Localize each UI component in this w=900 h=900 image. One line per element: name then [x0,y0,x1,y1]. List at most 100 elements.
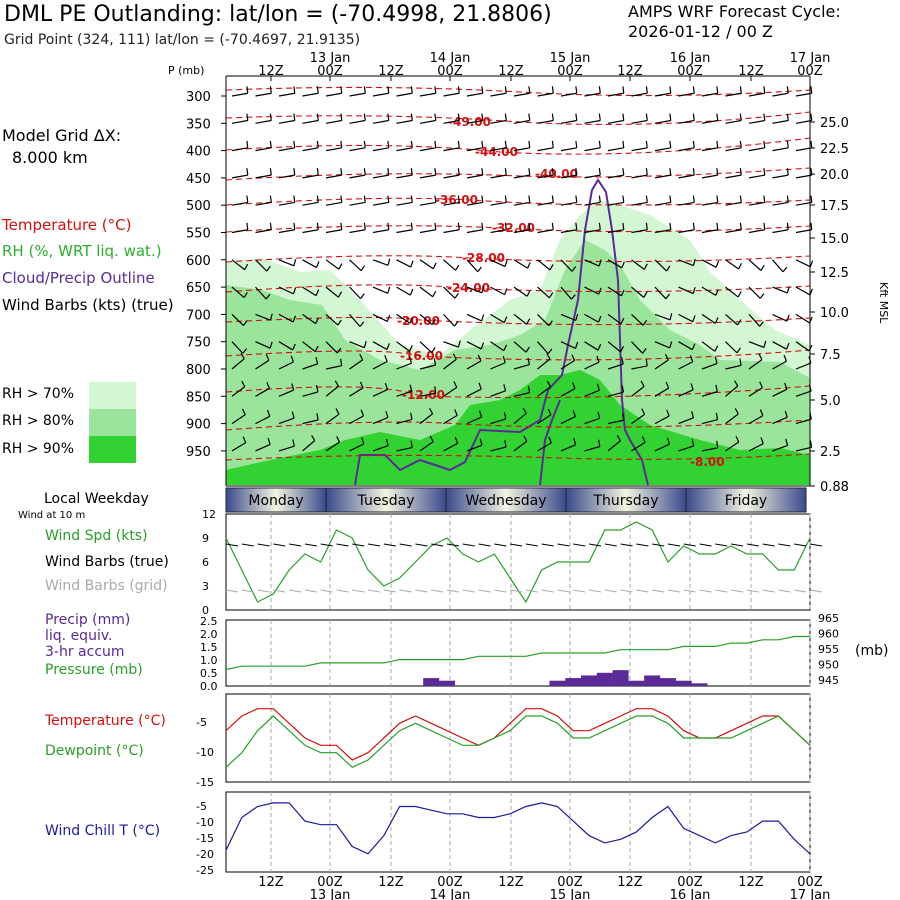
pressure-tick-label: 800 [186,363,211,378]
wind-barb [654,147,671,152]
wind-barb-flag [548,320,553,327]
wind-barb [654,313,671,321]
wind-barb [278,313,294,323]
wind-barb-10m [225,543,239,547]
time-hour-label: 12Z [498,64,524,79]
wind-barb-grid [573,589,586,593]
wind-barb [396,362,412,370]
wind-barb [325,174,342,179]
wind-barb-flag [384,383,389,390]
upper-wind-barbs [231,86,814,452]
wind-barb-flag [737,291,742,298]
wind-barb [466,201,483,206]
kft-axis: 25.0 22.5 20.0 17.5 15.0 12.5 10.0 7.5 5.0 2.5 0.8… [810,116,849,495]
wind-barb-flag [242,348,248,354]
wind-barb [584,119,601,124]
wind-barb [513,412,527,425]
wind-barb-flag [528,195,531,203]
wind-barb [631,313,644,326]
wind-barb [795,362,812,370]
wind-barb [537,174,554,179]
wind-barb-grid [652,589,665,593]
wind-barb [584,259,600,267]
wind-barb-flag [434,140,437,148]
wind-barb-grid [431,589,444,593]
wind-barb-flag [453,381,458,388]
wind-barb [560,341,576,350]
wind-barb [349,201,366,206]
wind-barb [278,259,295,267]
wind-barb-flag [690,383,694,390]
wind-barb [631,119,648,124]
wind-barb [795,259,811,268]
wind-barb-flag [528,222,531,230]
wind-barb-flag [691,411,695,419]
date-label: 15 Jan [550,888,591,900]
wind-barb-flag [546,353,551,360]
wind-barb [278,119,295,124]
wind-barb [349,341,365,349]
wind-barb-flag [453,320,459,327]
wind-barb [231,442,247,452]
rh70-swatch [89,382,136,409]
wind-barb-flag [547,348,553,354]
wind-speed-line [225,521,811,604]
wind-barb [513,201,530,206]
wind-barb [795,446,812,452]
time-hour-label: 12Z [378,64,404,79]
wind-barb [560,313,577,321]
wind-barb [349,147,366,152]
time-hour-label: 00Z [437,875,463,890]
wind-barb-flag [620,289,625,297]
wind-barb-flag [716,113,719,121]
wind-barb-flag [689,355,694,362]
wind-barb-10m [446,543,460,547]
wind-barb-10m [525,543,538,547]
time-hour-label: 00Z [677,875,703,890]
wind-barb [278,361,294,370]
wind-barb [490,174,507,179]
wind-barb [654,201,671,206]
wind-barb [419,147,436,152]
wind-barb-flag [240,353,245,360]
wind-barb-flag [782,266,788,273]
wind-barb-flag [621,385,625,393]
wind-barb [302,286,317,297]
wind-barb [560,416,576,425]
wind-barb [231,259,245,271]
wind-barb [466,92,483,97]
wind-barb-flag [692,287,696,294]
weekday-bar: Monday Tuesday Wednesday Thursday Friday [225,487,807,513]
wind-barb-flag [666,437,671,445]
wind-barb [678,445,694,452]
wind-barb-flag [645,358,648,367]
wind-barb-flag [504,86,507,94]
wind-barb-grid [510,589,523,593]
wind-barb-flag [363,341,367,348]
wind-barb [607,229,624,234]
wind-barb [631,365,648,370]
wind-speed-tick: 12 [202,508,216,521]
pressure-tick-label: 300 [186,90,211,105]
wind-barb-flag [315,317,320,324]
wind-barb [325,413,340,425]
wind-barb-flag [457,340,461,348]
precip-bar [581,675,598,686]
wind-barb [537,92,554,97]
wind-barb [419,119,436,124]
wind-barb [231,147,248,152]
precip-bar [675,680,692,686]
wind-barb [302,201,319,206]
wind-barb-flag [809,440,813,448]
chill-tick: -20 [196,848,214,861]
wind-barb [255,286,267,300]
wind-barb [584,313,599,323]
pressure-label: Pressure (mb) [45,662,143,678]
wind-barb-flag [387,113,390,121]
wind-barb-flag [386,314,391,322]
wind-barb-10m [289,543,302,547]
date-label: 16 Jan [670,888,711,900]
wind-barb [325,313,339,326]
wind-barb [772,147,789,152]
wind-barb-flag [737,319,742,326]
